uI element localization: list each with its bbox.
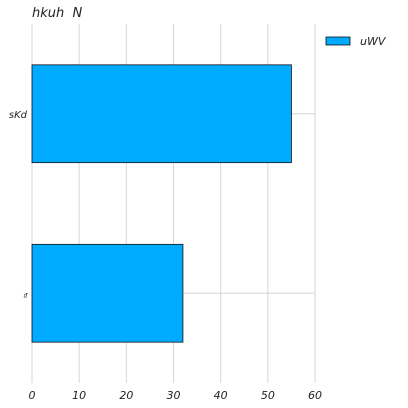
- legend-label: uWV: [360, 35, 387, 48]
- x-tick-label: 50: [261, 389, 275, 402]
- legend: uWV: [325, 35, 387, 48]
- y-tick-label: ᵭ: [24, 292, 29, 299]
- x-tick-label: 60: [308, 389, 322, 402]
- y-tick-label: sKd: [9, 110, 28, 121]
- x-axis-ticks: 0 10 20 30 40 50 60: [29, 389, 323, 402]
- x-tick-label: 20: [119, 389, 133, 402]
- bar: [31, 64, 292, 164]
- x-tick-label: 10: [72, 389, 86, 402]
- bar: [31, 243, 184, 343]
- chart-title: hkuh N: [32, 6, 83, 21]
- bars: [31, 64, 292, 343]
- x-tick-label: 0: [29, 389, 36, 402]
- x-tick-label: 40: [214, 389, 228, 402]
- y-axis-ticks: sKd ᵭ: [9, 110, 29, 300]
- legend-swatch: [325, 36, 351, 46]
- x-tick-label: 30: [167, 389, 181, 402]
